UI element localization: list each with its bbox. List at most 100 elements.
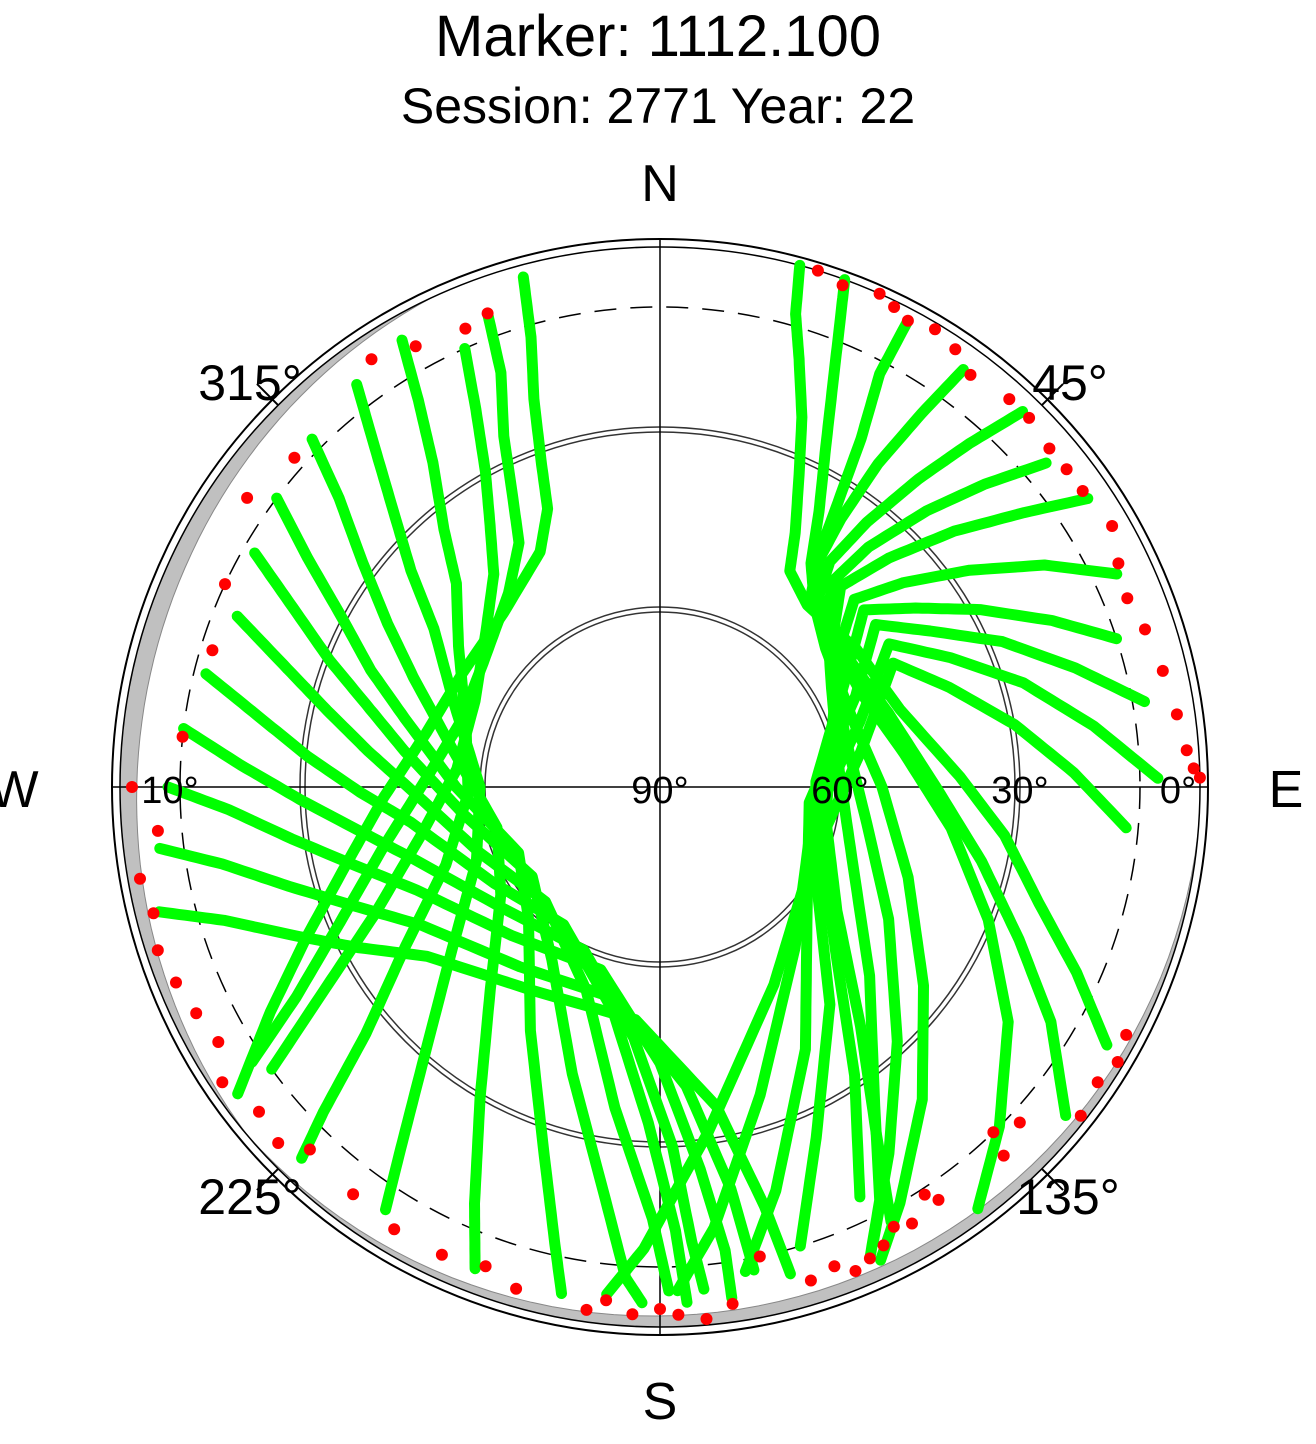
flagged-point [481, 307, 494, 320]
azimuth-tick [256, 1168, 279, 1191]
flagged-observations [126, 264, 1206, 1325]
flagged-point [510, 1282, 523, 1295]
flagged-point [863, 1252, 876, 1265]
chart-subtitle: Session: 2771 Year: 22 [400, 78, 916, 134]
azimuth-tick [1041, 383, 1064, 406]
flagged-point [151, 944, 164, 957]
flagged-point [753, 1250, 766, 1263]
flagged-point [1156, 664, 1169, 677]
flagged-point [887, 1220, 900, 1233]
flagged-point [435, 1248, 448, 1261]
flagged-point [1043, 442, 1056, 455]
flagged-point [1193, 771, 1206, 784]
flagged-point [459, 322, 472, 335]
flagged-point [828, 1260, 841, 1273]
flagged-point [700, 1313, 713, 1325]
elevation-label: 60° [811, 770, 868, 812]
flagged-point [147, 907, 160, 920]
flagged-point [877, 1239, 890, 1252]
flagged-point [303, 1143, 316, 1156]
flagged-point [964, 368, 977, 381]
flagged-point [888, 301, 901, 313]
flagged-point [1013, 1116, 1026, 1129]
flagged-point [253, 1105, 265, 1118]
azimuth-label: 45° [1032, 355, 1108, 411]
flagged-point [1187, 762, 1200, 775]
satellite-track [162, 781, 738, 1304]
flagged-point [176, 730, 189, 743]
flagged-point [906, 1217, 918, 1230]
flagged-point [1060, 463, 1073, 476]
elevation-label: 10° [141, 770, 198, 812]
satellite-track [739, 619, 1150, 1277]
flagged-point [409, 340, 422, 353]
flagged-point [1106, 520, 1119, 532]
flagged-point [932, 1193, 945, 1206]
flagged-point [388, 1223, 401, 1236]
flagged-point [212, 1036, 225, 1048]
elevation-label: 30° [991, 770, 1048, 812]
flagged-point [1111, 1056, 1124, 1068]
azimuth-tick [256, 383, 279, 406]
flagged-point [997, 1149, 1010, 1162]
elevation-label: 0° [1160, 770, 1196, 812]
satellite-track [306, 433, 507, 1275]
flagged-point [1180, 744, 1193, 757]
compass-west: W [0, 761, 39, 819]
flagged-point [288, 451, 301, 464]
flagged-point [987, 1126, 1000, 1139]
satellite-track [200, 668, 693, 1308]
flagged-point [654, 1303, 666, 1315]
flagged-point [849, 1265, 862, 1277]
satellite-track [601, 657, 1132, 1300]
flagged-point [170, 976, 182, 989]
compass-east: E [1269, 761, 1304, 819]
satellite-track [153, 906, 796, 1280]
flagged-point [479, 1260, 492, 1273]
flagged-point [726, 1297, 739, 1310]
flagged-point [1170, 708, 1183, 721]
flagged-point [151, 824, 164, 837]
flagged-point [918, 1188, 931, 1201]
azimuth-label: 315° [198, 355, 301, 411]
flagged-point [929, 323, 941, 336]
flagged-point [873, 287, 886, 300]
satellite-track [154, 842, 760, 1276]
flagged-point [672, 1308, 685, 1321]
flagged-point [1091, 1076, 1104, 1089]
compass-north: N [641, 155, 679, 213]
flagged-point [126, 781, 138, 793]
flagged-point [600, 1294, 613, 1307]
elevation-label: 90° [631, 770, 688, 812]
flagged-point [347, 1188, 360, 1201]
satellite-track [266, 343, 500, 1075]
flagged-point [365, 353, 378, 366]
flagged-point [134, 872, 146, 885]
flagged-point [1139, 623, 1151, 636]
flagged-point [949, 343, 962, 356]
satellite-track [814, 559, 1123, 1203]
flagged-point [1076, 485, 1089, 497]
flagged-point [804, 1274, 817, 1287]
satellite-tracks [153, 259, 1164, 1309]
flagged-point [1023, 411, 1036, 424]
azimuth-tick [1041, 1168, 1064, 1191]
flagged-point [1003, 393, 1016, 406]
chart-title: Marker: 1112.100 [435, 4, 881, 69]
flagged-point [219, 578, 231, 591]
flagged-point [580, 1303, 593, 1316]
azimuth-label: 135° [1016, 1169, 1119, 1225]
satellite-track [672, 638, 1164, 1297]
flagged-point [1112, 557, 1125, 570]
flagged-point [206, 644, 219, 657]
satellite-track [249, 547, 648, 1309]
satellite-track [178, 723, 710, 1295]
flagged-point [190, 1007, 203, 1020]
flagged-point [241, 491, 254, 504]
flagged-point [901, 314, 914, 327]
satellite-track [794, 602, 1122, 1252]
flagged-point [836, 279, 849, 292]
compass-south: S [643, 1373, 678, 1431]
flagged-point [626, 1308, 639, 1321]
